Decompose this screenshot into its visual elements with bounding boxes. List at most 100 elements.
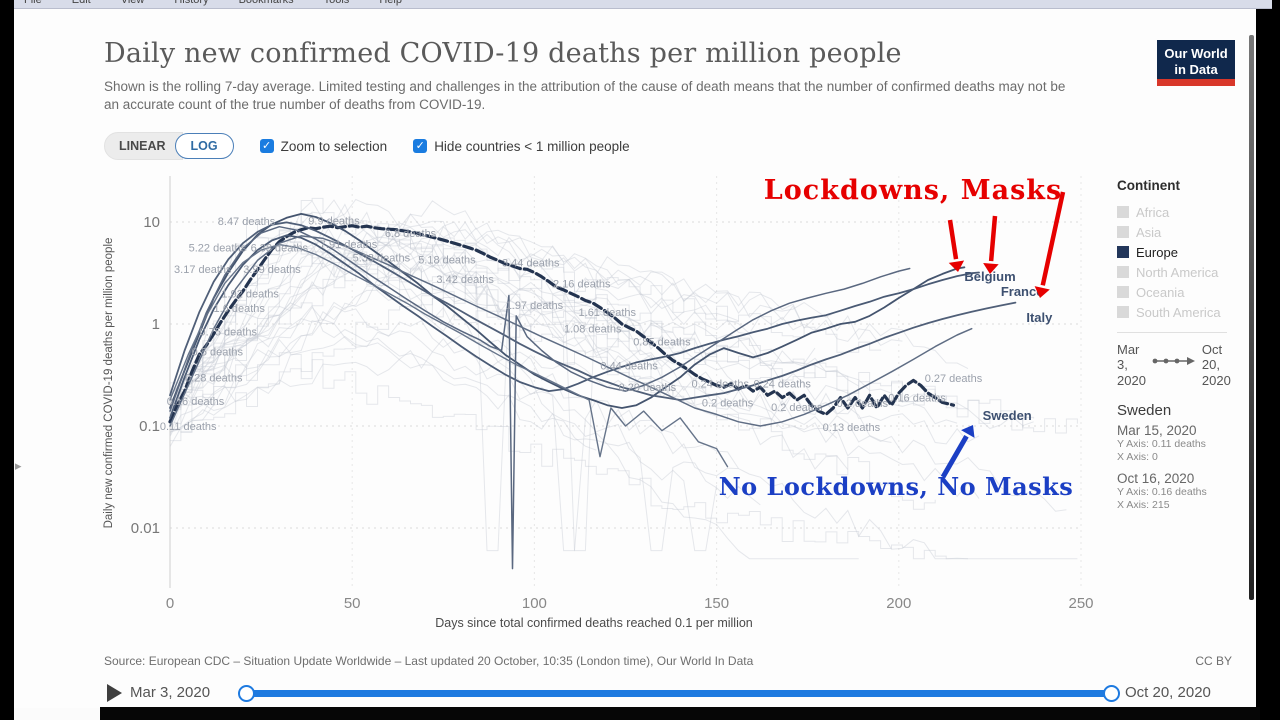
hide-countries-checkbox[interactable]: ✓ Hide countries < 1 million people bbox=[413, 139, 630, 154]
value-label: 1.92 deaths bbox=[221, 288, 279, 300]
value-label: 0.24 deaths bbox=[691, 379, 749, 391]
menu-item-bookmarks[interactable]: Bookmarks bbox=[238, 0, 294, 6]
timeline-handle-start[interactable] bbox=[238, 685, 255, 702]
prev-slide-arrow-icon[interactable]: ▸ bbox=[15, 458, 22, 473]
legend-swatch bbox=[1117, 266, 1129, 278]
background-country-line bbox=[169, 220, 903, 411]
background-country-line bbox=[169, 203, 980, 499]
license-badge[interactable]: CC BY bbox=[1195, 654, 1232, 668]
legend-title: Continent bbox=[1117, 178, 1180, 193]
series-europe-c[interactable] bbox=[169, 243, 729, 468]
country-label-sweden[interactable]: Sweden bbox=[983, 408, 1032, 423]
timeline-handle-end[interactable] bbox=[1103, 685, 1120, 702]
value-label: 1.08 deaths bbox=[564, 324, 622, 336]
x-tick-label: 100 bbox=[522, 595, 547, 612]
value-label: 1.6 deaths bbox=[214, 303, 266, 315]
lockdowns-masks-annotation: Lockdowns, Masks bbox=[764, 175, 1062, 206]
value-label: 0.2 deaths bbox=[837, 398, 889, 410]
value-label: 3.44 deaths bbox=[502, 258, 560, 270]
legend-swatch bbox=[1117, 206, 1129, 218]
owid-logo-line2: in Data bbox=[1174, 62, 1218, 78]
country-label-belgium[interactable]: Belgium bbox=[964, 269, 1015, 284]
series-france[interactable] bbox=[169, 234, 980, 419]
y-tick-label: 0.1 bbox=[139, 418, 160, 435]
zoom-to-selection-label: Zoom to selection bbox=[280, 138, 388, 154]
legend-item-africa[interactable]: Africa bbox=[1117, 202, 1249, 222]
timeline-track[interactable] bbox=[245, 690, 1110, 697]
legend-item-north-america[interactable]: North America bbox=[1117, 262, 1249, 282]
annotation-arrowhead bbox=[948, 260, 965, 272]
legend-label: Asia bbox=[1136, 224, 1162, 240]
background-country-line bbox=[169, 220, 739, 402]
menu-item-edit[interactable]: Edit bbox=[71, 0, 91, 6]
tooltip-date-1: Mar 15, 2020 bbox=[1117, 422, 1197, 438]
zoom-to-selection-checkbox[interactable]: ✓ Zoom to selection bbox=[259, 138, 388, 154]
legend-item-asia[interactable]: Asia bbox=[1117, 222, 1249, 242]
annotation-arrowhead bbox=[1034, 286, 1050, 298]
menu-item-file[interactable]: File bbox=[24, 0, 42, 6]
country-label-italy[interactable]: Italy bbox=[1026, 310, 1053, 325]
country-label-france[interactable]: France bbox=[1001, 284, 1044, 299]
annotation-arrowhead bbox=[961, 425, 975, 438]
owid-logo[interactable]: Our World in Data bbox=[1157, 40, 1235, 86]
chart-controls: LINEAR LOG ✓ Zoom to selection ✓ Hide co… bbox=[104, 132, 630, 160]
legend-label: Africa bbox=[1136, 204, 1170, 220]
checkbox-checked-icon[interactable]: ✓ bbox=[413, 139, 428, 153]
value-label: 5.18 deaths bbox=[418, 254, 476, 266]
y-tick-label: 10 bbox=[143, 214, 160, 231]
annotation-arrow bbox=[988, 215, 998, 262]
value-label: 0.13 deaths bbox=[823, 422, 881, 434]
background-country-line bbox=[169, 320, 718, 552]
y-tick-label: 0.01 bbox=[131, 520, 160, 537]
menu-item-view[interactable]: View bbox=[120, 0, 145, 6]
browser-menubar: File Edit View History Bookmarks Tools Help bbox=[14, 0, 1272, 9]
background-country-line bbox=[170, 245, 630, 442]
tooltip-yaxis-2: Y Axis: 0.16 deaths bbox=[1117, 486, 1207, 499]
legend-item-oceania[interactable]: Oceania bbox=[1117, 282, 1249, 302]
tooltip-country: Sweden bbox=[1117, 401, 1172, 419]
value-label: 5.22 deaths bbox=[189, 243, 247, 255]
hover-tooltip: Sweden Mar 15, 2020 Y Axis: 0.11 deaths … bbox=[1117, 402, 1249, 513]
log-button[interactable]: LOG bbox=[174, 133, 234, 159]
hide-countries-label: Hide countries < 1 million people bbox=[434, 138, 630, 154]
series-sweden[interactable] bbox=[168, 224, 956, 424]
background-country-line bbox=[169, 305, 958, 425]
value-label: 0.29 deaths bbox=[619, 382, 677, 394]
x-tick-label: 200 bbox=[886, 595, 911, 612]
value-label: 3.17 deaths bbox=[174, 264, 232, 276]
value-label: 3.99 deaths bbox=[243, 264, 301, 276]
value-label: 0.5 deaths bbox=[192, 346, 244, 358]
series-europe-b[interactable] bbox=[169, 235, 973, 427]
menu-item-history[interactable]: History bbox=[174, 0, 209, 6]
source-row: Source: European CDC – Situation Update … bbox=[104, 654, 1244, 668]
legend-swatch bbox=[1117, 286, 1129, 298]
date-range: Mar 3, 2020 Oct 20, 2020 bbox=[1117, 342, 1249, 388]
background-country-line bbox=[169, 230, 816, 414]
page-subtitle: Shown is the rolling 7-day average. Limi… bbox=[104, 79, 1066, 113]
tooltip-yaxis-1: Y Axis: 0.11 deaths bbox=[1117, 437, 1206, 450]
series-italy[interactable] bbox=[169, 221, 1017, 401]
legend-label: Europe bbox=[1136, 244, 1178, 260]
value-label: 0.16 deaths bbox=[167, 396, 225, 408]
value-label: 0.44 deaths bbox=[600, 361, 658, 373]
background-country-line bbox=[170, 197, 1035, 431]
x-axis-title: Days since total confirmed deaths reache… bbox=[435, 616, 753, 630]
timeline-start-date: Mar 3, 2020 bbox=[130, 684, 211, 701]
play-button-icon[interactable] bbox=[107, 684, 122, 702]
y-axis-title: Daily new confirmed COVID-19 deaths per … bbox=[103, 238, 115, 529]
x-tick-label: 150 bbox=[704, 595, 729, 612]
tooltip-date-2: Oct 16, 2020 bbox=[1117, 471, 1195, 487]
series-belgium[interactable] bbox=[169, 213, 966, 409]
value-label: 0.75 deaths bbox=[200, 327, 258, 339]
menu-item-help[interactable]: Help bbox=[379, 0, 402, 6]
legend-swatch bbox=[1117, 226, 1129, 238]
page-title: Daily new confirmed COVID-19 deaths per … bbox=[104, 38, 902, 69]
series-europe-a[interactable] bbox=[169, 225, 911, 570]
scrollbar[interactable] bbox=[1249, 35, 1254, 600]
letterbox-bar bbox=[100, 707, 1260, 720]
menu-item-tools[interactable]: Tools bbox=[323, 0, 350, 6]
legend-item-europe[interactable]: Europe bbox=[1117, 242, 1249, 262]
legend-divider bbox=[1117, 332, 1227, 333]
legend-item-south-america[interactable]: South America bbox=[1117, 302, 1249, 322]
checkbox-checked-icon[interactable]: ✓ bbox=[259, 139, 274, 153]
